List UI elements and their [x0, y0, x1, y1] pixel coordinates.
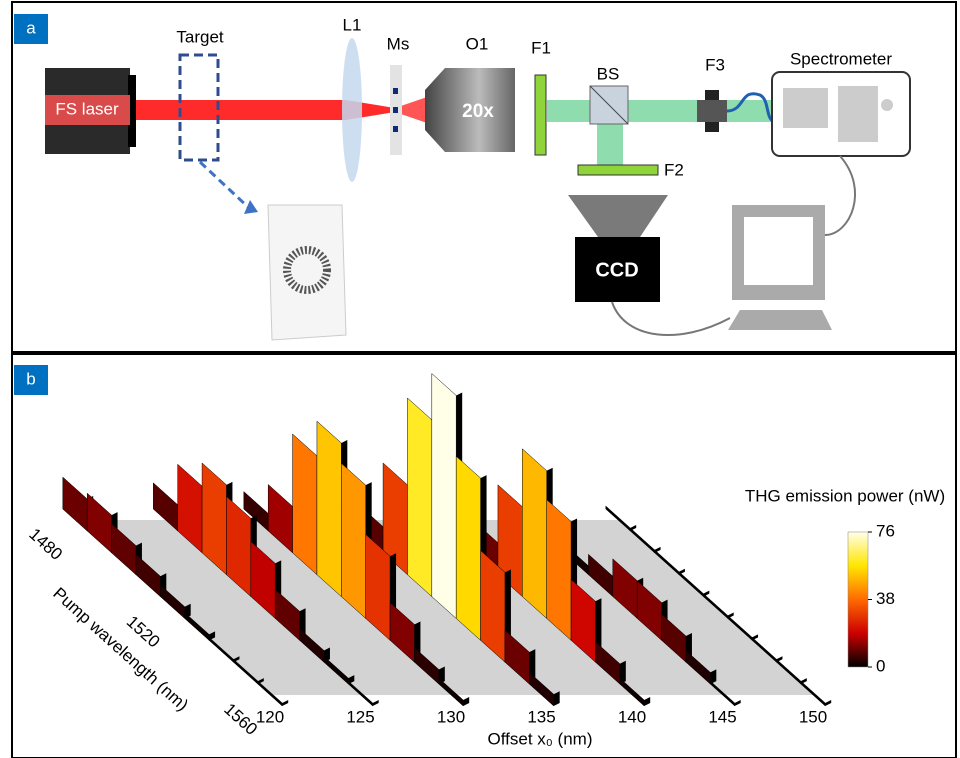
- x-tick-label: 130: [437, 707, 465, 726]
- monitor-screen: [744, 217, 813, 285]
- bar: [547, 500, 571, 641]
- target-arrow: [200, 162, 248, 207]
- bar-side: [373, 700, 379, 706]
- panel-label: b: [26, 369, 35, 388]
- bar-side: [735, 700, 741, 706]
- target-card: [268, 205, 346, 340]
- f2-label: F2: [664, 160, 684, 179]
- bar-side: [463, 697, 469, 706]
- bar: [317, 421, 341, 596]
- colorbar-label: THG emission power (nW): [745, 486, 945, 505]
- o1-label: O1: [466, 34, 489, 53]
- ms-dot: [393, 107, 398, 113]
- bar: [407, 398, 431, 597]
- cable: [612, 302, 730, 335]
- bar-side: [644, 697, 650, 706]
- panel-b: b Offset x₀ (nm) Pump wavelength (nm) TH…: [12, 354, 956, 758]
- bar: [456, 456, 480, 640]
- bar-side: [282, 700, 288, 706]
- bar: [293, 434, 317, 575]
- x-axis-label: Offset x₀ (nm): [488, 729, 593, 748]
- page: a FS laser 20x CCD Target L1 Ms O1 F1 BS…: [0, 0, 960, 758]
- lens: [342, 38, 362, 182]
- filter3-mount: [697, 100, 727, 122]
- colorbar: [848, 532, 868, 667]
- x-tick-label: 145: [708, 707, 736, 726]
- filter2: [578, 165, 658, 175]
- x-tick-label: 125: [346, 707, 374, 726]
- ccd-label: CCD: [595, 259, 638, 281]
- panel-label: a: [26, 18, 36, 37]
- bs-label: BS: [597, 64, 620, 83]
- spectrometer-knob: [881, 99, 893, 111]
- x-tick-label: 135: [527, 707, 555, 726]
- bar: [522, 449, 546, 619]
- spectrometer-keys: [838, 86, 878, 142]
- red-beam: [136, 100, 346, 120]
- bar-side: [825, 700, 831, 706]
- keyboard: [728, 310, 832, 330]
- x-tick-label: 140: [618, 707, 646, 726]
- filter1: [535, 75, 546, 155]
- ccd-lens: [568, 195, 668, 237]
- target-label: Target: [176, 27, 224, 46]
- figure: a FS laser 20x CCD Target L1 Ms O1 F1 BS…: [0, 0, 960, 758]
- ms-dot: [393, 126, 398, 132]
- colorbar-tick-label: 76: [876, 521, 895, 540]
- laser-label: FS laser: [55, 99, 119, 118]
- green-beam: [547, 100, 772, 122]
- ms-dot: [393, 88, 398, 94]
- x-tick-label: 150: [799, 707, 827, 726]
- ms-label: Ms: [387, 34, 410, 53]
- lens-label: L1: [343, 15, 362, 34]
- panel-a: a FS laser 20x CCD Target L1 Ms O1 F1 BS…: [12, 2, 956, 352]
- y-tick-label: 1480: [25, 525, 66, 564]
- bar: [432, 374, 456, 619]
- colorbar-tick-label: 38: [876, 589, 895, 608]
- y-tick-label: 1560: [220, 700, 261, 739]
- bar: [87, 493, 111, 553]
- f3-label: F3: [705, 55, 725, 74]
- f1-label: F1: [531, 38, 551, 57]
- arrow-head: [244, 200, 258, 214]
- cable: [825, 156, 855, 235]
- colorbar-tick-label: 0: [876, 656, 885, 675]
- bar: [63, 477, 87, 531]
- bar: [341, 463, 365, 618]
- spectrometer-label: Spectrometer: [790, 49, 892, 68]
- objective-mag: 20x: [462, 101, 494, 122]
- spectrometer-screen: [783, 88, 828, 128]
- green-beam-down: [597, 122, 623, 167]
